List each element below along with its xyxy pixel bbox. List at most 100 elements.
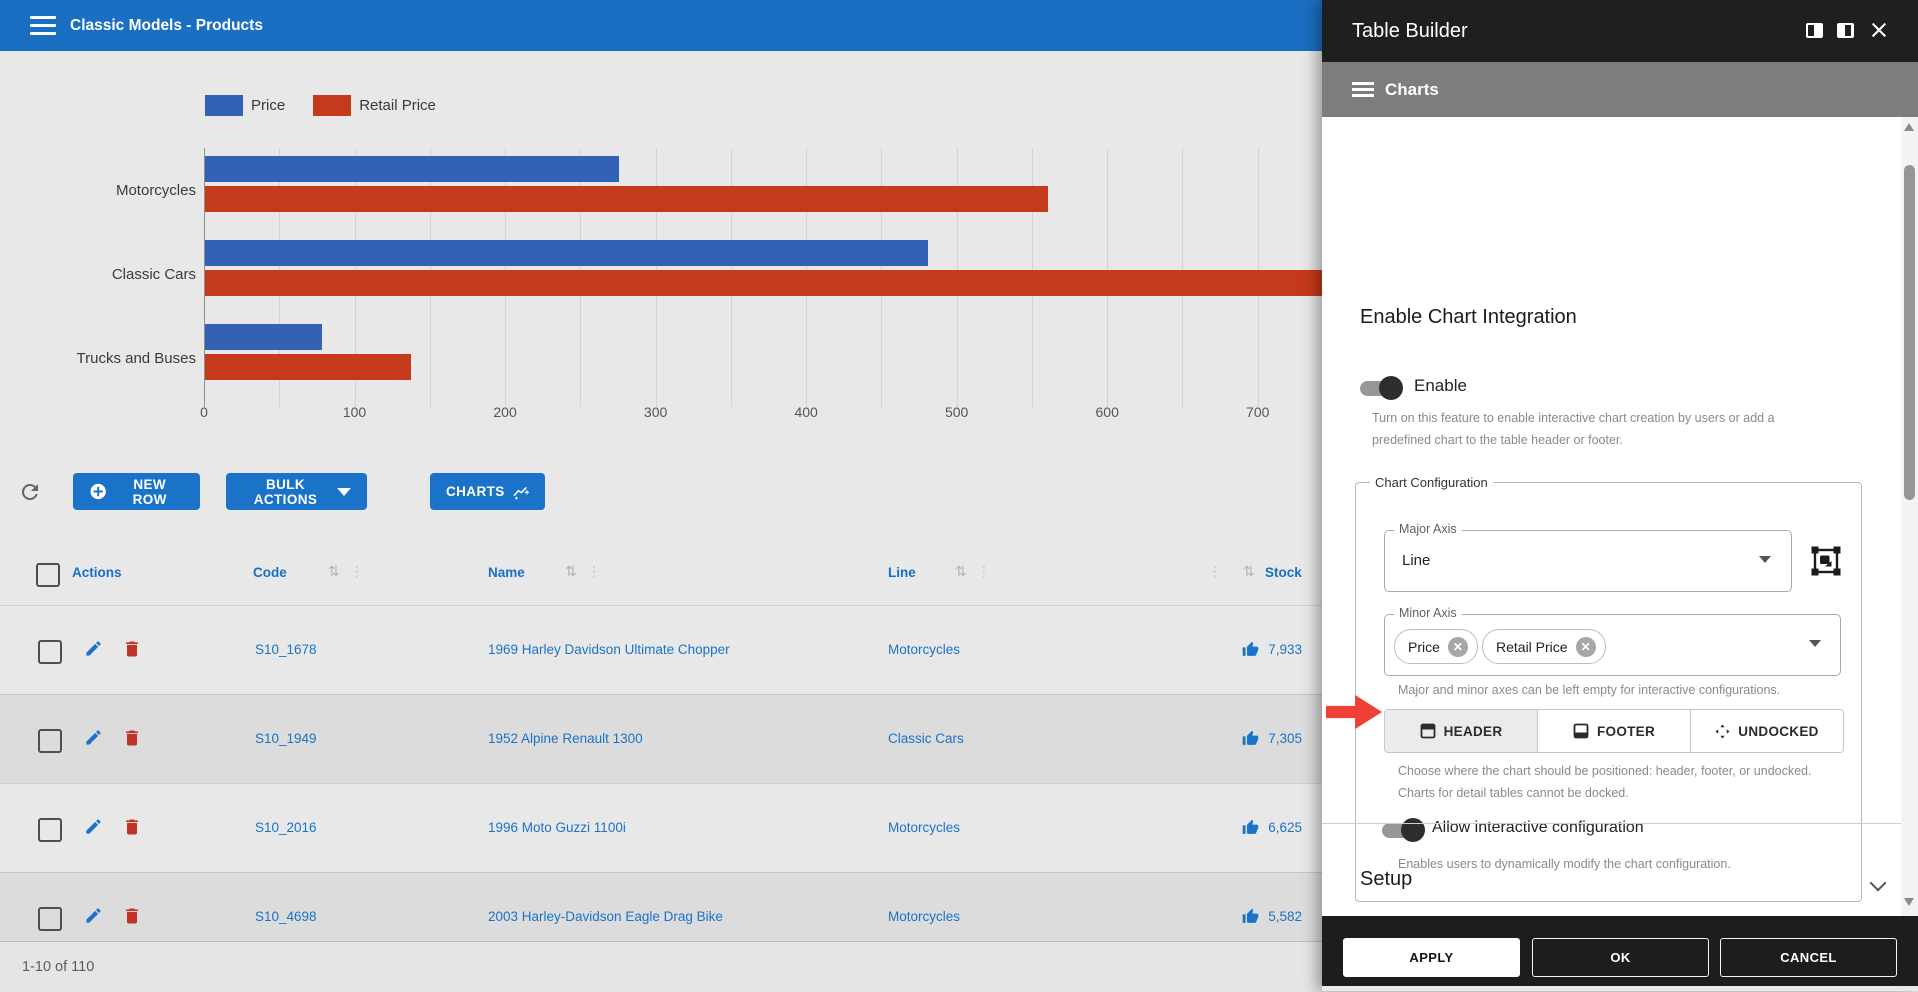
menu-icon[interactable]	[30, 16, 56, 35]
charts-section-label: Charts	[1385, 80, 1439, 99]
cell-stock: 6,625	[1242, 783, 1302, 872]
apply-button[interactable]: APPLY	[1343, 938, 1520, 977]
position-option-undocked[interactable]: UNDOCKED	[1691, 710, 1843, 752]
delete-icon[interactable]	[122, 728, 142, 748]
line-chart-icon	[513, 486, 529, 500]
edit-icon[interactable]	[84, 817, 103, 836]
section-menu-icon	[1352, 82, 1374, 97]
cell-line: Motorcycles	[888, 820, 961, 835]
category-label: Motorcycles	[115, 181, 196, 199]
x-tick-label: 600	[1095, 404, 1119, 420]
legend-item[interactable]: Retail Price	[313, 95, 436, 116]
enable-help-text: Turn on this feature to enable interacti…	[1372, 411, 1775, 447]
edit-icon[interactable]	[84, 639, 103, 658]
scroll-down-arrow[interactable]	[1904, 898, 1914, 906]
charts-section-header[interactable]: Charts	[1322, 62, 1918, 117]
new-row-button[interactable]: NEW ROW	[73, 473, 200, 510]
ok-button[interactable]: OK	[1532, 938, 1709, 977]
column-header-code[interactable]: Code	[253, 565, 287, 580]
position-option-label: HEADER	[1443, 723, 1503, 739]
row-checkbox[interactable]	[38, 818, 62, 842]
allow-interactive-toggle[interactable]	[1382, 818, 1425, 842]
delete-icon[interactable]	[122, 906, 142, 926]
charts-button[interactable]: CHARTS	[430, 473, 545, 510]
stock-value: 7,933	[1268, 642, 1302, 657]
cell-line: Motorcycles	[888, 642, 961, 657]
x-tick-label: 200	[493, 404, 517, 420]
chip-price[interactable]: Price ✕	[1394, 629, 1478, 664]
panel-footer: APPLY OK CANCEL	[1322, 916, 1918, 986]
edit-icon[interactable]	[84, 906, 103, 925]
sort-icon[interactable]: ⇅	[565, 564, 577, 580]
chip-remove-icon[interactable]: ✕	[1447, 636, 1468, 657]
refresh-icon[interactable]	[18, 480, 42, 504]
major-axis-select[interactable]	[1384, 530, 1792, 592]
position-option-footer[interactable]: FOOTER	[1538, 710, 1691, 752]
dock-left-icon[interactable]	[1806, 23, 1823, 38]
chip-remove-icon[interactable]: ✕	[1575, 636, 1596, 657]
select-all-checkbox[interactable]	[36, 563, 60, 587]
bar-retail-price	[205, 186, 1048, 212]
cell-stock: 7,933	[1242, 605, 1302, 694]
chart-x-axis: 0 100 200 300 400 500 600 700	[200, 404, 1333, 424]
axes-help-text: Major and minor axes can be left empty f…	[1398, 683, 1781, 697]
setup-section-header[interactable]: Setup	[1360, 868, 1413, 890]
kebab-menu-icon[interactable]: ⋮	[1208, 564, 1222, 580]
pagination-status: 1-10 of 110	[22, 959, 95, 975]
table-row[interactable]: S10_1949 1952 Alpine Renault 1300 Classic …	[0, 694, 1322, 783]
enable-toggle[interactable]	[1360, 376, 1403, 400]
sort-icon[interactable]: ⇅	[1243, 564, 1255, 580]
grid-toolbar: NEW ROW BULK ACTIONS CHARTS	[0, 473, 1322, 511]
kebab-menu-icon[interactable]: ⋮	[977, 564, 991, 580]
column-header-name[interactable]: Name	[488, 565, 525, 580]
table-builder-panel: Table Builder Charts Enable Chart Integr…	[1322, 0, 1918, 991]
column-header-actions: Actions	[72, 565, 122, 580]
x-tick-label: 500	[944, 404, 969, 420]
cell-line: Motorcycles	[888, 909, 961, 924]
x-tick-label: 300	[643, 404, 668, 420]
column-header-stock[interactable]: Stock	[1265, 565, 1302, 580]
chart-legend: Price Retail Price	[205, 95, 464, 116]
chart-category-axis: Motorcycles Classic Cars Trucks and Buses	[40, 148, 197, 400]
kebab-menu-icon[interactable]: ⋮	[350, 564, 364, 580]
row-checkbox[interactable]	[38, 640, 62, 664]
chevron-down-icon[interactable]	[1870, 874, 1886, 890]
cell-name: 1952 Alpine Renault 1300	[488, 731, 643, 746]
scrollbar-thumb[interactable]	[1904, 165, 1915, 500]
cell-code: S10_2016	[255, 820, 317, 835]
table-row[interactable]: S10_4698 2003 Harley-Davidson Eagle Drag …	[0, 872, 1322, 941]
thumbs-up-icon	[1242, 641, 1259, 656]
scroll-up-arrow[interactable]	[1904, 123, 1914, 131]
row-checkbox[interactable]	[38, 907, 62, 931]
row-checkbox[interactable]	[38, 729, 62, 753]
edit-icon[interactable]	[84, 728, 103, 747]
cell-stock: 7,305	[1242, 694, 1302, 783]
sort-icon[interactable]: ⇅	[955, 564, 967, 580]
chart-object-picker-icon[interactable]	[1810, 545, 1842, 577]
kebab-menu-icon[interactable]: ⋮	[587, 564, 601, 580]
legend-item[interactable]: Price	[205, 95, 285, 116]
chip-retail-price[interactable]: Retail Price ✕	[1482, 629, 1606, 664]
page-title: Classic Models - Products	[70, 17, 263, 34]
panel-title: Table Builder	[1352, 20, 1468, 42]
delete-icon[interactable]	[122, 639, 142, 659]
cell-stock: 5,582	[1242, 872, 1302, 941]
minor-axis-label: Minor Axis	[1394, 606, 1462, 620]
dock-right-icon[interactable]	[1837, 23, 1854, 38]
column-header-line[interactable]: Line	[888, 565, 916, 580]
bulk-actions-button[interactable]: BULK ACTIONS	[226, 473, 367, 510]
chevron-down-icon[interactable]	[1759, 556, 1771, 563]
table-row[interactable]: S10_2016 1996 Moto Guzzi 1100i Motorcycles…	[0, 783, 1322, 872]
category-label: Trucks and Buses	[76, 349, 197, 367]
delete-icon[interactable]	[122, 817, 142, 837]
thumbs-up-icon	[1242, 730, 1259, 745]
close-icon[interactable]	[1870, 21, 1888, 39]
chevron-down-icon[interactable]	[1809, 640, 1821, 647]
cancel-button[interactable]: CANCEL	[1720, 938, 1897, 977]
position-option-header[interactable]: HEADER	[1385, 710, 1538, 752]
sort-icon[interactable]: ⇅	[328, 564, 340, 580]
allow-interactive-label: Allow interactive configuration	[1432, 819, 1644, 836]
chip-label: Price	[1408, 638, 1440, 655]
undocked-icon	[1715, 723, 1730, 739]
table-row[interactable]: S10_1678 1969 Harley Davidson Ultimate Ch…	[0, 605, 1322, 694]
